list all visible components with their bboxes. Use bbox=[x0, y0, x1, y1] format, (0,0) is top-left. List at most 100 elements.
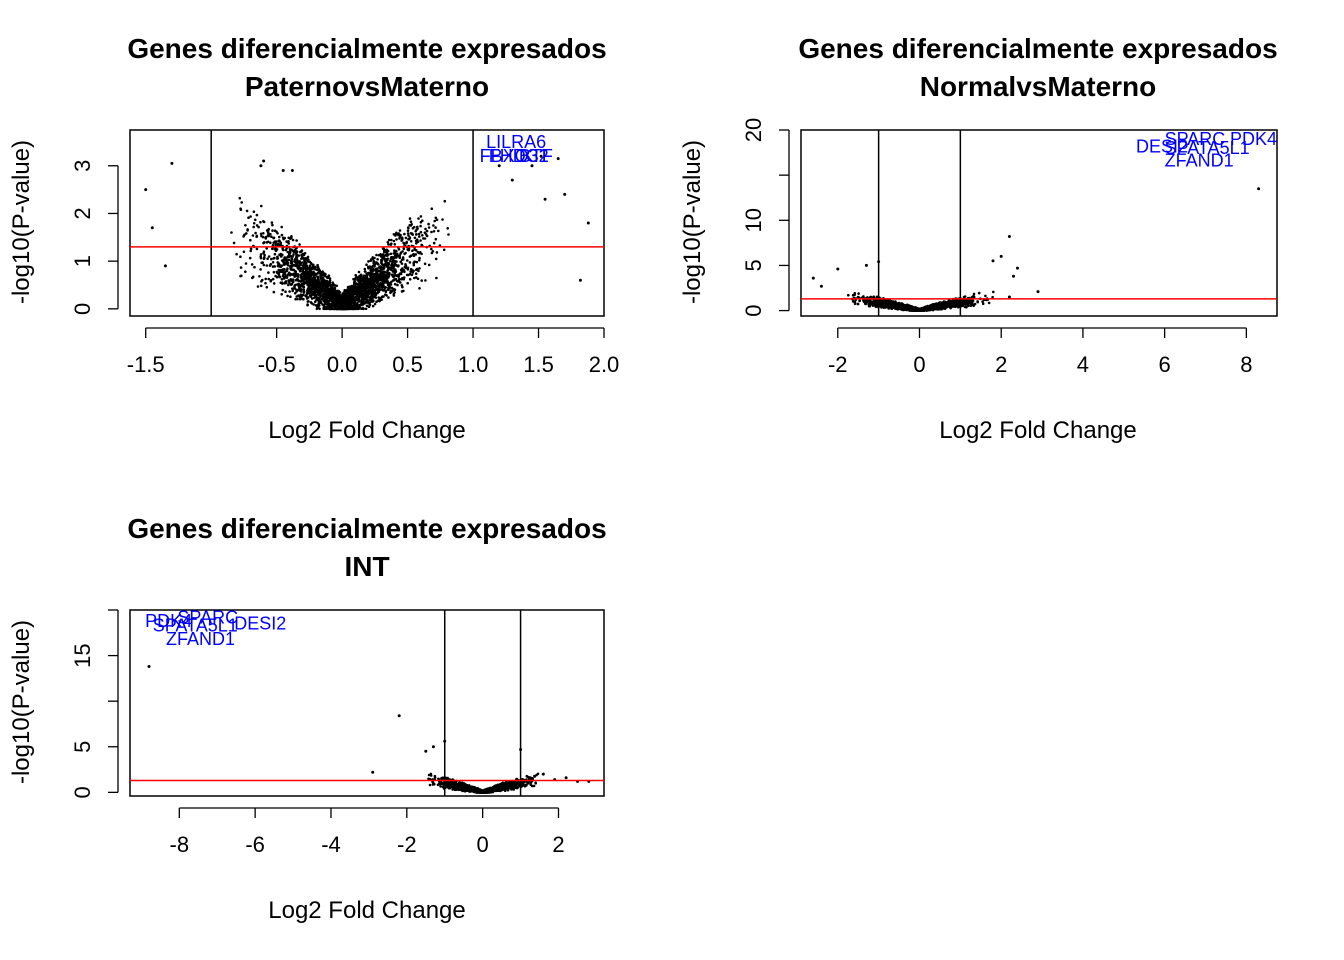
data-point bbox=[894, 306, 897, 310]
data-point bbox=[290, 262, 294, 266]
data-point bbox=[330, 290, 334, 294]
data-point bbox=[369, 277, 373, 281]
data-point bbox=[261, 261, 265, 264]
data-point bbox=[265, 247, 269, 250]
data-point bbox=[387, 243, 390, 246]
data-point bbox=[304, 276, 307, 280]
data-point bbox=[271, 277, 275, 281]
y-tick-label: 3 bbox=[70, 160, 95, 172]
outlier-point bbox=[170, 161, 174, 165]
data-point bbox=[356, 303, 359, 307]
y-tick-label: 0 bbox=[70, 303, 95, 315]
data-point bbox=[393, 243, 397, 246]
data-point bbox=[375, 300, 378, 304]
data-point bbox=[362, 276, 365, 280]
x-tick-label: 0 bbox=[913, 352, 925, 377]
data-point bbox=[350, 284, 354, 288]
x-tick-label: -0.5 bbox=[258, 352, 296, 377]
data-point bbox=[332, 298, 335, 302]
data-point bbox=[387, 274, 391, 278]
data-point bbox=[393, 274, 396, 277]
data-point bbox=[309, 294, 313, 298]
data-point bbox=[287, 283, 290, 287]
x-tick-label: 6 bbox=[1159, 352, 1171, 377]
data-point bbox=[270, 235, 273, 238]
data-point bbox=[304, 267, 307, 271]
data-point bbox=[271, 247, 274, 251]
data-point bbox=[253, 265, 256, 269]
data-point bbox=[335, 284, 339, 288]
data-point bbox=[373, 302, 377, 306]
data-point bbox=[914, 307, 917, 311]
data-point bbox=[387, 238, 391, 242]
data-point bbox=[359, 279, 363, 283]
outlier-point bbox=[991, 259, 995, 263]
data-point bbox=[355, 293, 358, 297]
data-point bbox=[275, 275, 279, 279]
data-point bbox=[333, 286, 337, 290]
data-point bbox=[399, 233, 402, 237]
data-point bbox=[408, 217, 412, 220]
data-point bbox=[357, 293, 361, 296]
data-point bbox=[409, 240, 413, 243]
data-point bbox=[398, 229, 402, 232]
data-point bbox=[315, 307, 319, 311]
data-point bbox=[259, 253, 263, 256]
data-point bbox=[243, 233, 246, 236]
data-point bbox=[302, 253, 306, 257]
data-point bbox=[430, 247, 433, 251]
data-point bbox=[242, 250, 246, 254]
data-point bbox=[346, 307, 350, 311]
data-point bbox=[269, 262, 273, 266]
data-point bbox=[289, 283, 293, 286]
data-point bbox=[306, 303, 309, 307]
data-point bbox=[317, 300, 321, 304]
data-point bbox=[244, 262, 248, 265]
data-point bbox=[253, 218, 257, 222]
outlier-point bbox=[556, 157, 560, 161]
data-point bbox=[239, 208, 243, 212]
data-point bbox=[315, 283, 319, 286]
data-point bbox=[299, 297, 302, 301]
data-point bbox=[393, 288, 397, 292]
data-point bbox=[406, 229, 410, 232]
data-point bbox=[287, 279, 291, 282]
data-point bbox=[930, 304, 934, 308]
data-point bbox=[377, 253, 381, 257]
data-point bbox=[955, 302, 958, 306]
data-point bbox=[284, 258, 288, 262]
data-point bbox=[371, 284, 374, 287]
data-point bbox=[871, 301, 875, 305]
data-point bbox=[312, 263, 315, 267]
data-point bbox=[432, 230, 436, 233]
data-point bbox=[281, 274, 285, 278]
data-point bbox=[414, 276, 418, 279]
data-point bbox=[371, 304, 375, 308]
data-point bbox=[865, 300, 869, 304]
data-point bbox=[944, 303, 947, 307]
data-point bbox=[971, 302, 974, 305]
data-point bbox=[291, 273, 295, 277]
data-point bbox=[402, 241, 405, 245]
data-point bbox=[419, 239, 422, 242]
data-point bbox=[392, 294, 396, 297]
data-point bbox=[273, 252, 277, 256]
data-point bbox=[886, 299, 889, 303]
data-point bbox=[434, 226, 437, 229]
data-point bbox=[348, 295, 352, 299]
data-point bbox=[298, 269, 302, 273]
data-point bbox=[380, 267, 384, 271]
data-point bbox=[299, 280, 303, 283]
data-point bbox=[235, 252, 238, 256]
data-point bbox=[263, 253, 266, 257]
data-point bbox=[324, 299, 327, 303]
data-point bbox=[364, 307, 368, 311]
data-point bbox=[286, 267, 289, 270]
data-point bbox=[388, 271, 391, 275]
data-point bbox=[430, 207, 434, 210]
data-point bbox=[319, 291, 322, 294]
data-point bbox=[318, 281, 321, 284]
data-point bbox=[244, 270, 247, 274]
data-point bbox=[267, 231, 270, 235]
data-point bbox=[341, 293, 345, 297]
